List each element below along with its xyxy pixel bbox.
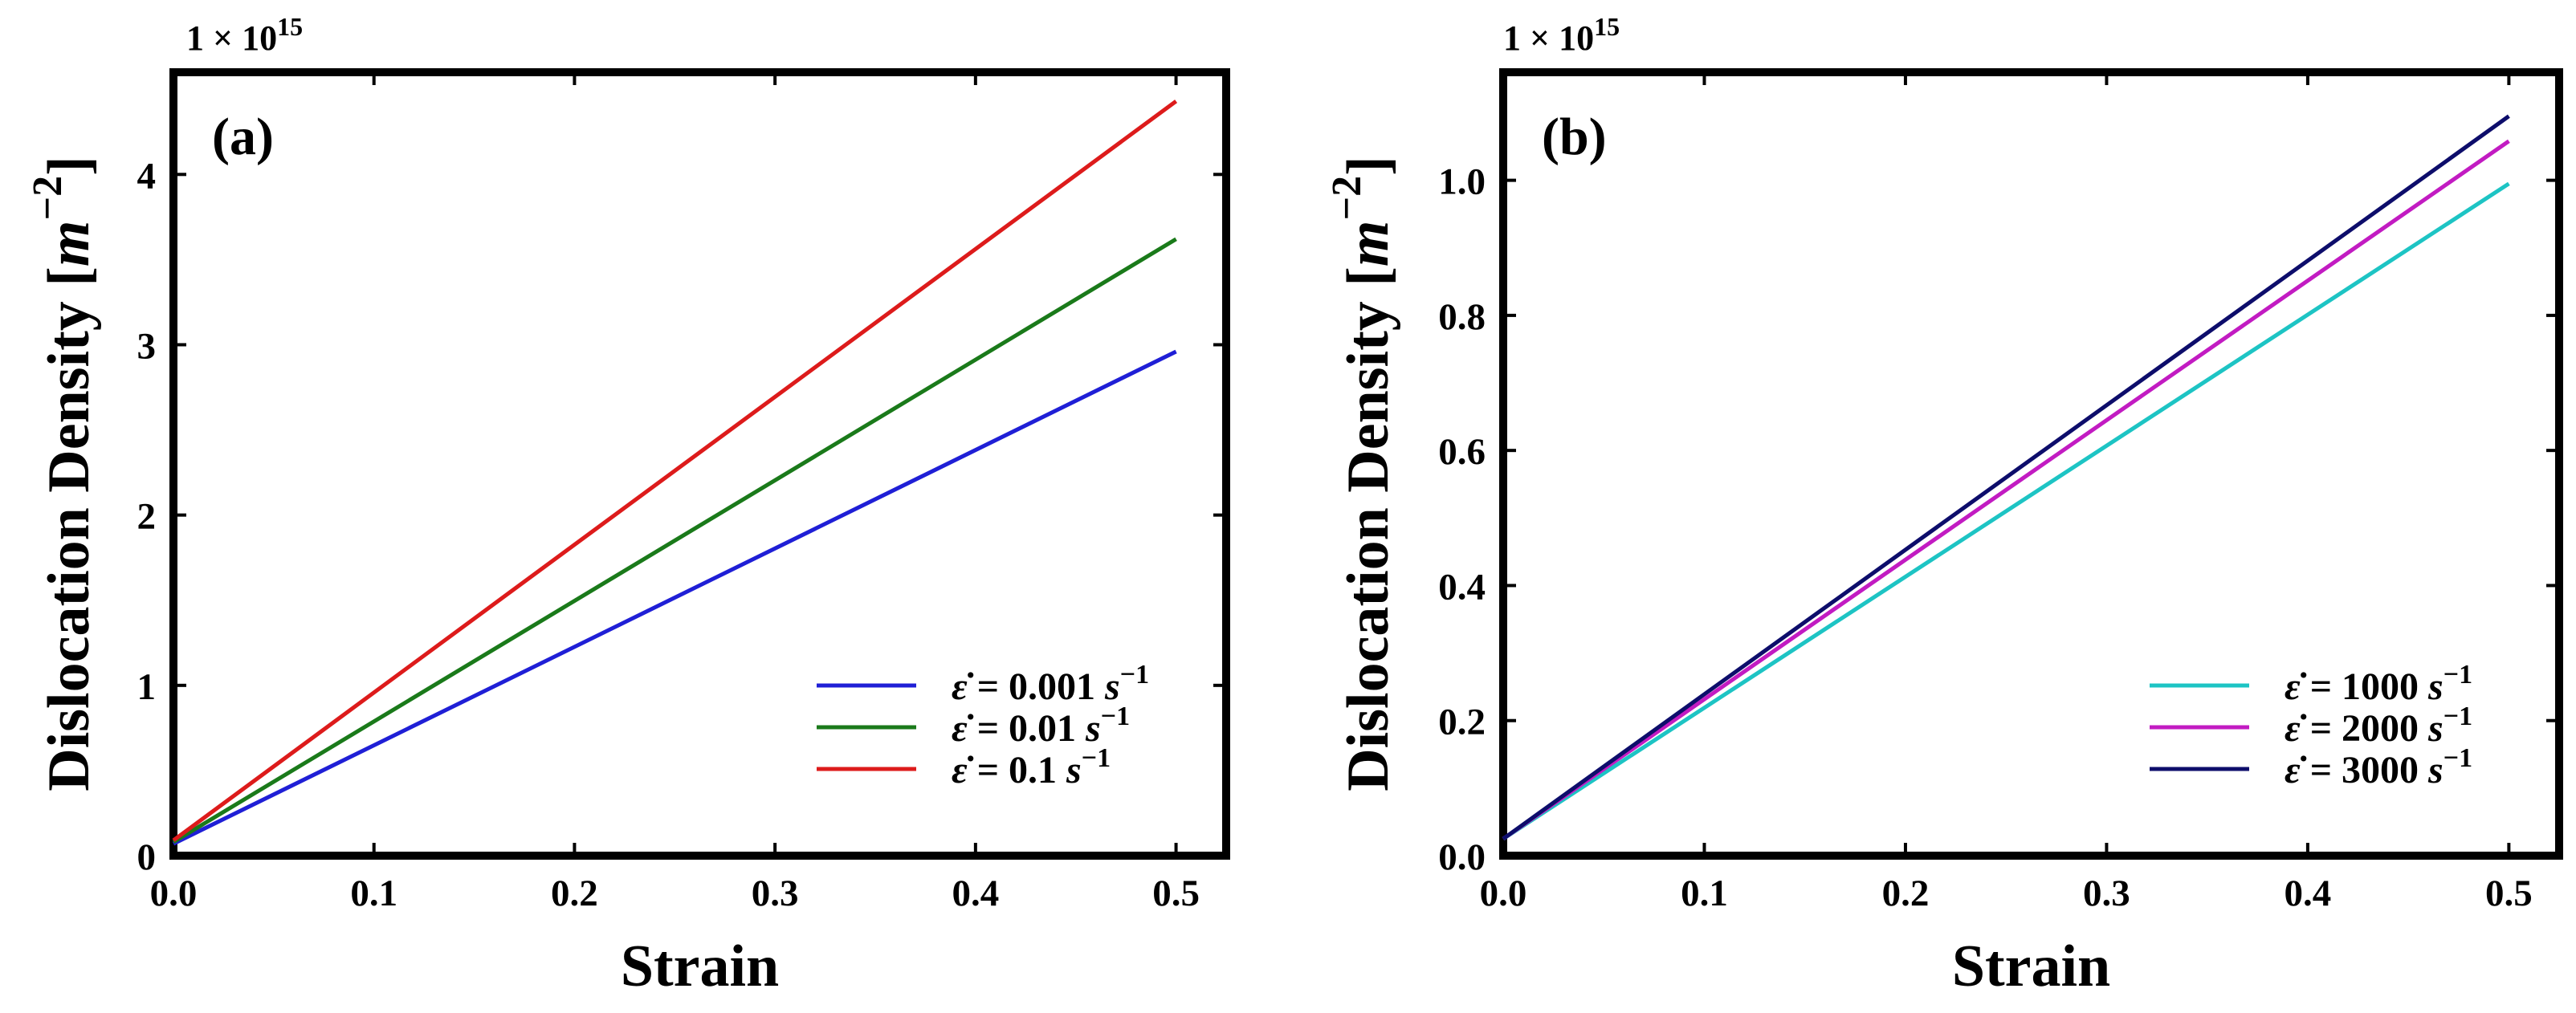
- panel-label: (b): [1542, 108, 1607, 166]
- axis-multiplier-base: 1 × 10: [186, 18, 277, 58]
- legend-unit: s: [2427, 665, 2444, 708]
- y-tick-label: 0.2: [1438, 702, 1486, 743]
- legend-exp: −1: [2444, 660, 2472, 690]
- series-line-0: [1502, 181, 2510, 841]
- legend-value: = 0.001: [968, 665, 1105, 708]
- y-tick-label: 1: [137, 666, 157, 708]
- series-line-1: [1502, 139, 2510, 841]
- y-axis-label-exp: −2: [1324, 176, 1370, 221]
- y-tick-label: 0.6: [1438, 431, 1486, 473]
- x-axis-label: Strain: [1952, 934, 2110, 999]
- legend-entry-1: ε̇ = 2000 s−1: [2285, 702, 2472, 750]
- y-axis-label-unit: m: [1335, 221, 1401, 267]
- legend-value: = 3000: [2301, 749, 2428, 791]
- y-axis-label: Dislocation Density [m−2]: [1324, 156, 1401, 791]
- y-tick-label: 3: [137, 325, 157, 367]
- y-axis-label-exp: −2: [25, 176, 71, 221]
- legend-entry-2: ε̇ = 3000 s−1: [2285, 743, 2472, 791]
- y-axis-label-text: Dislocation Density [: [1335, 266, 1401, 791]
- legend-unit: s: [2427, 707, 2444, 750]
- y-axis-label-close: ]: [1335, 156, 1401, 176]
- x-tick-label: 0.4: [952, 873, 999, 914]
- x-tick-label: 0.2: [551, 873, 598, 914]
- chart-panel-a: 0.0 0.1 0.2 0.3 0.4 0.5 0 1 2 3 4 (a) 1 × 1015 Strain…: [25, 12, 1230, 999]
- legend-unit: s: [2427, 749, 2444, 791]
- x-tick-label: 0.1: [1681, 873, 1728, 914]
- series-line-2: [1502, 114, 2510, 841]
- legend-exp: −1: [2444, 743, 2472, 773]
- y-axis-label-close: ]: [36, 156, 102, 176]
- legend-exp: −1: [1082, 743, 1111, 773]
- x-tick-label: 0.5: [1152, 873, 1200, 914]
- y-tick-label: 4: [137, 155, 157, 197]
- axis-multiplier-exp: 15: [277, 12, 303, 41]
- legend-exp: −1: [1120, 660, 1149, 690]
- panel-label: (a): [212, 108, 274, 166]
- plot-frame: [1499, 68, 2563, 860]
- x-tick-label: 0.1: [350, 873, 397, 914]
- chart-panel-b: 0.0 0.1 0.2 0.3 0.4 0.5 0.0 0.2 0.4 0.6 0.8 1.0 (b) 1…: [1324, 12, 2563, 999]
- legend-unit: s: [1066, 749, 1082, 791]
- y-axis-label-unit: m: [36, 221, 102, 267]
- legend-unit: s: [1085, 707, 1101, 750]
- series-line-2: [172, 100, 1178, 842]
- x-tick-label: 0.3: [2083, 873, 2130, 914]
- x-tick-label: 0.5: [2485, 873, 2533, 914]
- x-tick-label: 0.4: [2285, 873, 2332, 914]
- y-axis-label-text: Dislocation Density [: [36, 266, 102, 791]
- legend-unit: s: [1104, 665, 1120, 708]
- legend-entry-1: ε̇ = 0.01 s−1: [952, 702, 1130, 750]
- x-axis-label: Strain: [621, 934, 779, 999]
- legend-value: = 0.01: [968, 707, 1086, 750]
- y-tick-label: 1.0: [1438, 161, 1486, 203]
- axis-multiplier-base: 1 × 10: [1503, 18, 1594, 58]
- legend-value: = 1000: [2301, 665, 2428, 708]
- series-line-0: [172, 349, 1177, 846]
- x-tick-label: 0.0: [1480, 873, 1527, 914]
- y-tick-label: 2: [137, 496, 157, 538]
- axis-multiplier: 1 × 1015: [186, 12, 303, 58]
- legend-value: = 2000: [2301, 707, 2428, 750]
- x-tick-label: 0.2: [1882, 873, 1930, 914]
- y-tick-label: 0.8: [1438, 296, 1486, 338]
- legend-exp: −1: [1101, 702, 1130, 731]
- y-tick-label: 0: [137, 836, 157, 878]
- legend-value: = 0.1: [968, 749, 1066, 791]
- legend-exp: −1: [2444, 702, 2472, 731]
- plot-frame: [169, 68, 1230, 860]
- legend-entry-0: ε̇ = 0.001 s−1: [952, 660, 1149, 708]
- legend-entry-2: ε̇ = 0.1 s−1: [952, 743, 1111, 791]
- axis-multiplier: 1 × 1015: [1503, 12, 1620, 58]
- series-line-1: [172, 237, 1177, 844]
- y-axis-label: Dislocation Density [m−2]: [25, 156, 102, 791]
- y-tick-label: 0.0: [1438, 836, 1486, 878]
- y-tick-label: 0.4: [1438, 566, 1486, 608]
- x-tick-label: 0.3: [752, 873, 799, 914]
- x-tick-label: 0.0: [150, 873, 198, 914]
- legend-entry-0: ε̇ = 1000 s−1: [2285, 660, 2472, 708]
- axis-multiplier-exp: 15: [1594, 12, 1620, 41]
